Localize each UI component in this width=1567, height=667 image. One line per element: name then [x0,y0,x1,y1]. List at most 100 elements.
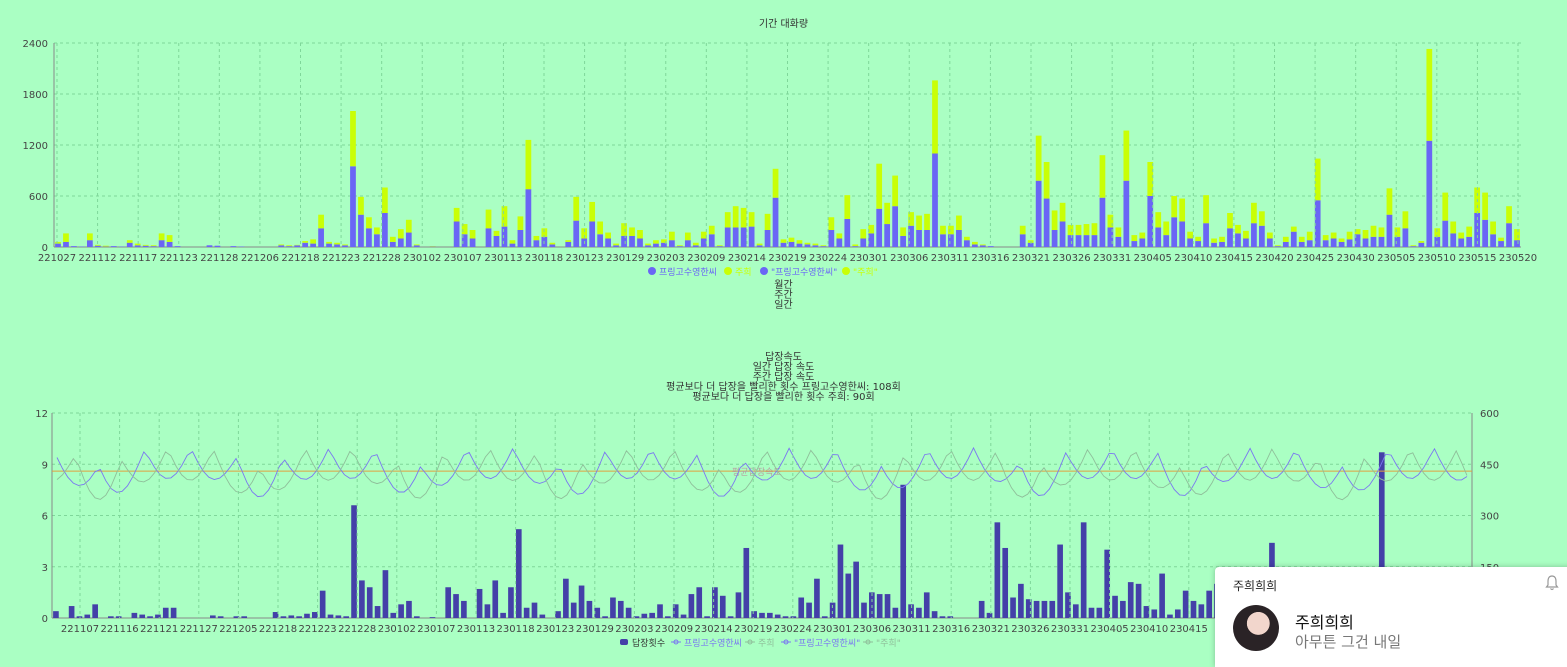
x-tick-label: 230405 [1091,624,1129,635]
bar-reply-count [1049,601,1055,618]
bar-reply-count [351,505,357,618]
bar-reply-count [1010,598,1016,619]
bar-reply-count [689,594,695,618]
bar-reply-count [171,608,177,618]
bar-reply-count [445,587,451,618]
bar-reply-count [500,613,506,618]
bar-reply-count [288,615,294,618]
bar-reply-count [281,616,287,618]
x-tick-label: 230316 [932,624,970,635]
avatar [1233,605,1279,651]
bar-reply-count [1073,604,1079,618]
bar-reply-count [681,615,687,618]
x-tick-label: 230107 [417,624,455,635]
bar-reply-count [343,616,349,618]
bar-reply-count [940,616,946,618]
x-tick-label: 230113 [457,624,495,635]
bar-reply-count [728,616,734,618]
bar-reply-count [53,611,59,618]
x-tick-label: 221121 [140,624,178,635]
bar-reply-count [477,589,483,618]
y-tick-label-left: 12 [35,409,48,420]
bar-reply-count [806,603,812,618]
bar-reply-count [485,604,491,618]
bar-reply-count [602,616,608,618]
bar-reply-count [838,545,844,618]
bar-reply-count [995,522,1001,618]
bar-reply-count [987,613,993,618]
bar-reply-count [783,616,789,618]
reference-line-label: 평균답장속도 [732,466,782,478]
x-tick-label: 230129 [576,624,614,635]
bar-reply-count [759,613,765,618]
notification-message: 아무튼 그건 내일 [1295,631,1401,652]
x-tick-label: 230224 [774,624,812,635]
bar-reply-count [304,614,310,618]
x-tick-label: 221228 [338,624,376,635]
notification-app-name: 주희희희 [1233,577,1277,594]
bar-reply-count [696,587,702,618]
bar-reply-count [540,615,546,618]
x-tick-label: 230321 [972,624,1010,635]
bar-reply-count [1089,608,1095,618]
bar-reply-count [1026,599,1032,618]
y-tick-label-left: 9 [42,460,48,471]
bar-reply-count [414,616,420,618]
y-tick-label-left: 3 [42,563,48,574]
legend-label: 프링고수영한씨 [684,637,742,649]
bar-reply-count [767,613,773,618]
notification-sender: 주희희희 [1295,609,1354,633]
bar-reply-count [649,613,655,618]
bar-reply-count [1057,545,1063,618]
bar-reply-count [641,614,647,618]
bar-reply-count [579,586,585,618]
bar-reply-count [665,616,671,618]
bar-reply-count [1206,591,1212,618]
x-tick-label: 221205 [219,624,257,635]
bar-reply-count [492,580,498,618]
bar-reply-count [1112,596,1118,618]
bar-reply-count [406,601,412,618]
bar-reply-count [453,594,459,618]
bar-reply-count [822,616,828,618]
x-tick-label: 230301 [813,624,851,635]
bar-reply-count [814,579,820,618]
x-tick-label: 221107 [61,624,99,635]
bar-reply-count [751,611,757,618]
bar-reply-count [704,616,710,618]
bar-reply-count [461,601,467,618]
x-tick-label: 230306 [853,624,891,635]
bar-reply-count [69,606,75,618]
bar-reply-count [736,592,742,618]
bar-reply-count [618,601,624,618]
bar-reply-count [571,603,577,618]
y-tick-label-left: 0 [42,614,48,625]
bar-reply-count [947,616,953,618]
bar-reply-count [108,616,114,618]
x-tick-label: 230209 [655,624,693,635]
bar-reply-count [587,601,593,618]
legend-label: "주희" [876,637,901,649]
notification-popup[interactable]: 주희희희 주희희희 아무튼 그건 내일 [1215,567,1567,667]
bar-reply-count [1081,522,1087,618]
x-tick-label: 221223 [299,624,337,635]
x-tick-label: 221218 [259,624,297,635]
bar-reply-count [359,580,365,618]
bar-reply-count [845,574,851,618]
bar-reply-count [979,601,985,618]
bar-reply-count [1120,601,1126,618]
bar-reply-count [1128,582,1134,618]
bar-reply-count [1144,606,1150,618]
bell-icon[interactable] [1545,575,1559,591]
x-tick-label: 230331 [1051,624,1089,635]
bar-reply-count [241,616,247,618]
bar-reply-count [1199,604,1205,618]
bar-reply-count [328,615,334,618]
bar-reply-count [853,562,859,618]
bar-reply-count [885,594,891,618]
bar-reply-count [908,604,914,618]
x-tick-label: 221127 [180,624,218,635]
bar-reply-count [77,616,83,618]
period-option-daily[interactable]: 일간 [0,301,1567,311]
bar-reply-count [430,617,436,618]
